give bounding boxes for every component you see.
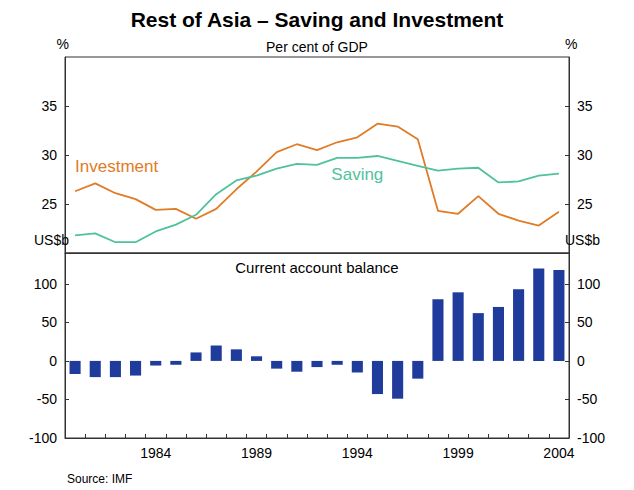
svg-text:US$b: US$b xyxy=(34,232,69,248)
svg-text:0: 0 xyxy=(577,353,585,369)
svg-text:-100: -100 xyxy=(577,430,605,446)
svg-text:%: % xyxy=(57,36,69,52)
svg-text:-100: -100 xyxy=(29,430,57,446)
svg-text:US$b: US$b xyxy=(565,232,600,248)
svg-text:-50: -50 xyxy=(577,391,597,407)
svg-text:Saving: Saving xyxy=(331,165,383,184)
svg-text:35: 35 xyxy=(41,98,57,114)
svg-text:1999: 1999 xyxy=(443,445,474,461)
svg-text:2004: 2004 xyxy=(543,445,574,461)
svg-text:Source: IMF: Source: IMF xyxy=(67,472,132,486)
svg-text:Investment: Investment xyxy=(75,157,158,176)
svg-text:Current account balance: Current account balance xyxy=(235,259,398,276)
svg-text:1984: 1984 xyxy=(140,445,171,461)
svg-text:30: 30 xyxy=(41,147,57,163)
svg-text:Rest of Asia – Saving and Inve: Rest of Asia – Saving and Investment xyxy=(131,8,504,31)
svg-text:50: 50 xyxy=(41,314,57,330)
svg-text:100: 100 xyxy=(577,276,601,292)
svg-text:30: 30 xyxy=(577,147,593,163)
svg-text:100: 100 xyxy=(34,276,58,292)
svg-text:Per cent of GDP: Per cent of GDP xyxy=(266,39,368,55)
svg-text:50: 50 xyxy=(577,314,593,330)
svg-text:25: 25 xyxy=(577,196,593,212)
svg-text:%: % xyxy=(565,36,577,52)
svg-text:0: 0 xyxy=(49,353,57,369)
svg-text:-50: -50 xyxy=(37,391,57,407)
svg-text:1989: 1989 xyxy=(241,445,272,461)
svg-text:25: 25 xyxy=(41,196,57,212)
svg-text:1994: 1994 xyxy=(342,445,373,461)
svg-text:35: 35 xyxy=(577,98,593,114)
